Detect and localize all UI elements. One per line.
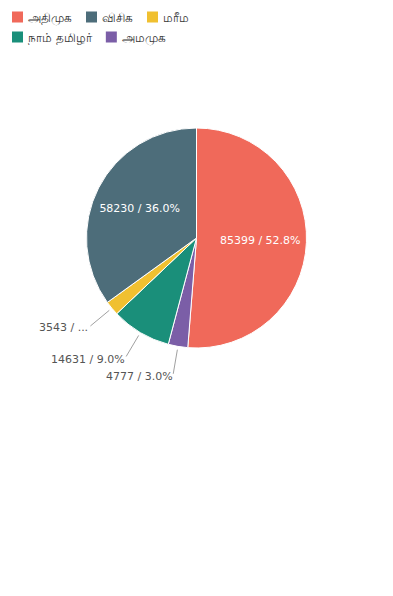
legend-label: அமமுக bbox=[122, 31, 166, 46]
data-label: 14631 / 9.0% bbox=[51, 353, 125, 366]
data-label: 58230 / 36.0% bbox=[99, 202, 180, 215]
legend-swatch bbox=[106, 32, 117, 43]
legend-swatch bbox=[12, 32, 23, 43]
slices bbox=[86, 128, 306, 348]
legend-label: மரீம bbox=[163, 11, 189, 25]
chart: அதிமுக விசிக மரீம நாம் தமிழர் அமமுக 85399 / 5… bbox=[0, 0, 393, 596]
legend-label: அதிமுக bbox=[28, 11, 72, 26]
leader-line bbox=[126, 335, 139, 356]
data-labels: 85399 / 52.8% 4777 / 3.0% 14631 / 9.0% 3543… bbox=[39, 202, 301, 383]
legend-item: அதிமுக bbox=[12, 11, 72, 26]
legend-item: விசிக bbox=[86, 11, 133, 25]
data-label: 3543 / ... bbox=[39, 321, 88, 334]
legend-swatch bbox=[86, 12, 97, 23]
legend-label: விசிக bbox=[102, 11, 133, 25]
pie-slice bbox=[86, 128, 196, 302]
data-label: 4777 / 3.0% bbox=[106, 370, 173, 383]
pie-slice bbox=[188, 128, 307, 348]
legend-swatch bbox=[12, 12, 23, 23]
leader-line bbox=[90, 310, 109, 326]
pie: 85399 / 52.8% 4777 / 3.0% 14631 / 9.0% 3543… bbox=[39, 128, 307, 383]
data-label: 85399 / 52.8% bbox=[220, 234, 301, 247]
legend-swatch bbox=[147, 12, 158, 23]
legend-item: நாம் தமிழர் bbox=[12, 31, 93, 45]
leader-line bbox=[173, 350, 177, 374]
legend: அதிமுக விசிக மரீம நாம் தமிழர் அமமுக bbox=[12, 11, 189, 46]
legend-item: அமமுக bbox=[106, 31, 166, 46]
legend-item: மரீம bbox=[147, 11, 189, 25]
legend-label: நாம் தமிழர் bbox=[28, 31, 93, 45]
